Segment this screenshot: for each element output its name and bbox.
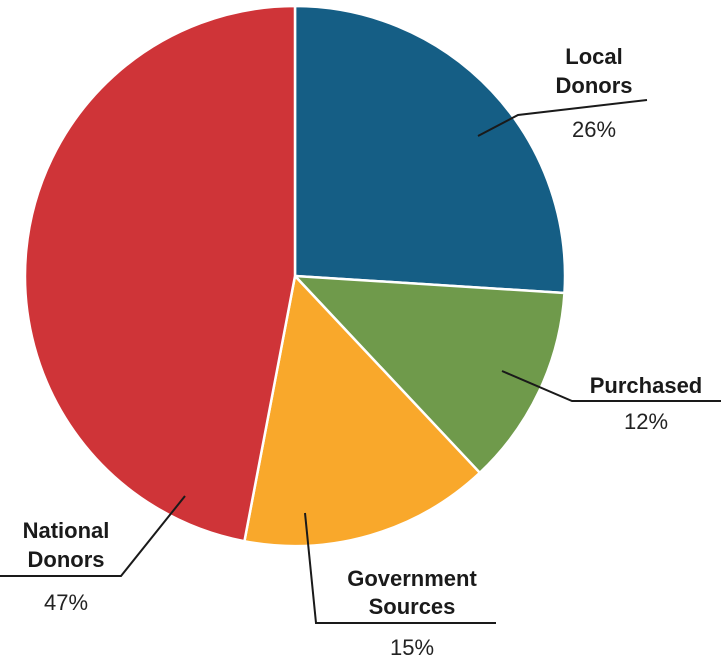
leader-line-government-sources: [304, 512, 496, 624]
label-government-sources-line1: Government: [347, 566, 477, 591]
leader-line-purchased: [501, 370, 721, 402]
leader-line-national-donors: [0, 495, 186, 577]
label-national-donors-line2: Donors: [28, 547, 105, 572]
label-government-sources-line2: Sources: [369, 594, 456, 619]
value-purchased: 12%: [624, 409, 668, 434]
label-purchased: Purchased: [590, 373, 703, 398]
pie-slices: [23, 4, 567, 548]
pie-slice-purchased: [293, 274, 566, 475]
label-local-donors-line2: Donors: [556, 73, 633, 98]
pie-slice-national-donors: [23, 4, 297, 543]
label-local-donors-line1: Local: [565, 44, 622, 69]
pie-slice-local-donors: [293, 4, 567, 295]
slice-labels: Local Donors 26% Purchased 12% Governmen…: [23, 44, 703, 660]
label-national-donors-line1: National: [23, 518, 110, 543]
leader-line-local-donors: [477, 99, 648, 137]
pie-slice-government-sources: [243, 274, 482, 548]
leader-lines: [0, 99, 721, 624]
value-local-donors: 26%: [572, 117, 616, 142]
value-government-sources: 15%: [390, 635, 434, 660]
value-national-donors: 47%: [44, 590, 88, 615]
